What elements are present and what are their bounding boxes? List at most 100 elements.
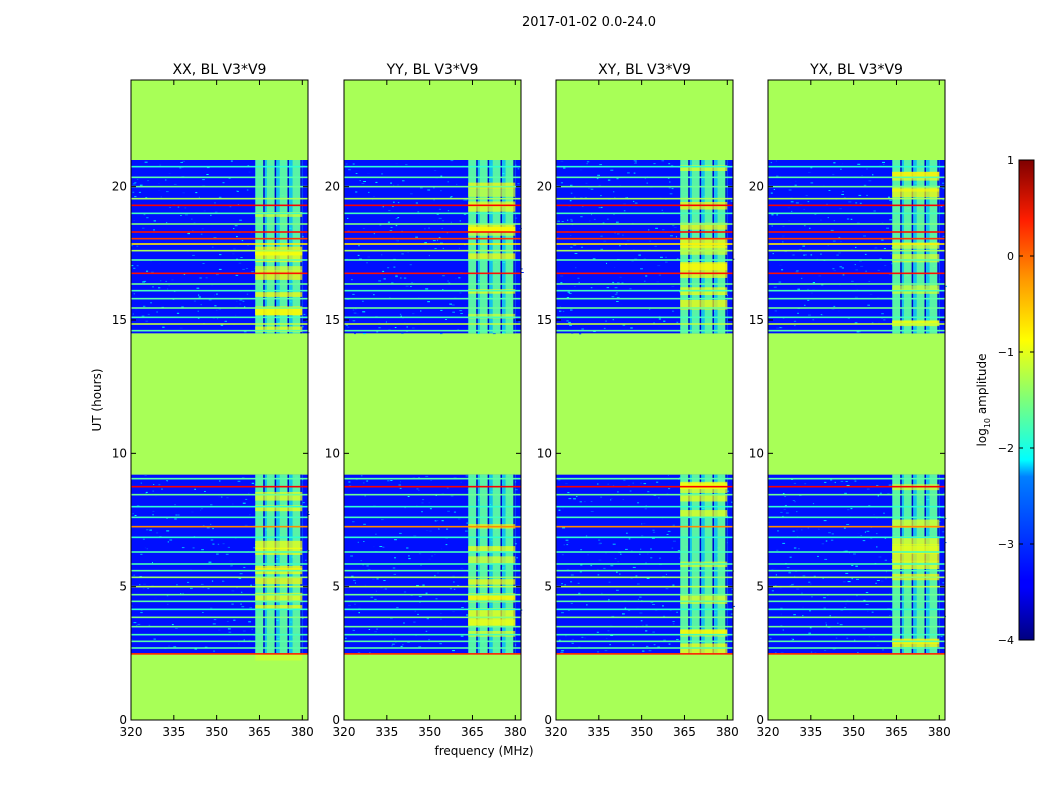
noise-speck — [415, 202, 418, 204]
band-channel — [468, 160, 477, 334]
noise-speck — [158, 183, 160, 184]
noise-speck — [639, 596, 642, 598]
time-line — [768, 176, 945, 179]
noise-speck — [665, 573, 667, 575]
time-line — [556, 259, 733, 261]
noise-speck — [185, 214, 188, 216]
noise-speck — [844, 607, 847, 608]
time-line — [131, 283, 308, 285]
noise-speck — [136, 265, 139, 267]
noise-speck — [782, 542, 786, 544]
noise-speck — [355, 479, 358, 481]
noise-speck — [433, 187, 435, 189]
noise-speck — [198, 296, 201, 298]
time-line — [768, 323, 945, 325]
noise-speck — [675, 236, 678, 238]
noise-speck — [393, 573, 397, 575]
noise-speck — [586, 604, 588, 606]
noise-speck — [453, 477, 457, 479]
noise-speck — [610, 565, 614, 567]
band-patch — [255, 211, 303, 217]
noise-speck — [827, 245, 830, 247]
noise-speck — [561, 554, 564, 556]
noise-speck — [853, 553, 856, 555]
time-line — [344, 505, 521, 508]
noise-speck — [212, 543, 215, 545]
noise-speck — [643, 523, 646, 525]
noise-speck — [875, 246, 877, 248]
noise-speck — [152, 514, 154, 516]
noise-speck — [418, 489, 420, 491]
band-patch — [468, 226, 516, 232]
noise-speck — [666, 534, 669, 535]
noise-speck — [416, 585, 419, 586]
noise-speck — [208, 299, 212, 301]
noise-speck — [142, 281, 146, 283]
noise-speck — [888, 484, 892, 486]
noise-speck — [616, 178, 619, 180]
colorbar: −4−3−2−101 log10 amplitude — [975, 154, 1035, 647]
noise-speck — [403, 277, 407, 279]
noise-speck — [461, 635, 464, 636]
noise-speck — [133, 622, 137, 624]
noise-speck — [658, 318, 661, 320]
noise-speck — [210, 504, 213, 506]
noise-speck — [161, 488, 163, 490]
noise-speck — [857, 163, 861, 165]
noise-speck — [458, 518, 461, 520]
noise-speck — [558, 479, 561, 481]
noise-speck — [640, 276, 644, 278]
noise-speck — [434, 520, 437, 522]
noise-speck — [439, 643, 442, 645]
noise-speck — [447, 210, 450, 212]
noise-speck — [876, 644, 880, 646]
noise-speck — [648, 650, 652, 652]
noise-speck — [811, 292, 813, 294]
noise-speck — [449, 588, 452, 590]
noise-speck — [249, 514, 251, 516]
noise-speck — [378, 322, 380, 324]
time-line — [131, 563, 308, 565]
noise-speck — [236, 300, 238, 302]
noise-speck — [849, 267, 852, 269]
noise-speck — [355, 173, 358, 174]
noise-speck — [202, 263, 205, 264]
noise-speck — [566, 544, 569, 546]
time-line — [768, 243, 945, 245]
noise-speck — [372, 578, 375, 580]
noise-speck — [207, 588, 210, 590]
noise-speck — [411, 282, 413, 283]
noise-speck — [579, 571, 582, 573]
noise-speck — [442, 247, 444, 249]
noise-speck — [240, 257, 243, 258]
noise-speck — [373, 196, 375, 198]
noise-speck — [821, 543, 825, 545]
noise-speck — [236, 236, 238, 238]
noise-speck — [175, 627, 178, 629]
noise-speck — [647, 491, 650, 493]
noise-speck — [780, 607, 783, 609]
noise-speck — [238, 262, 242, 264]
noise-speck — [133, 220, 135, 222]
noise-speck — [132, 183, 136, 185]
noise-speck — [216, 553, 219, 555]
band-patch — [892, 285, 940, 292]
noise-speck — [616, 301, 619, 302]
noise-speck — [397, 202, 400, 204]
noise-speck — [792, 582, 795, 584]
noise-speck — [868, 180, 872, 182]
noise-speck — [153, 484, 155, 485]
noise-speck — [363, 541, 365, 542]
noise-speck — [357, 254, 360, 256]
noise-speck — [241, 240, 244, 242]
noise-speck — [429, 530, 432, 532]
noise-speck — [345, 163, 348, 165]
noise-speck — [573, 244, 577, 246]
noise-speck — [616, 221, 619, 223]
noise-speck — [380, 587, 383, 589]
noise-speck — [191, 511, 194, 513]
time-line — [131, 289, 308, 292]
time-line — [344, 653, 521, 655]
noise-speck — [406, 326, 408, 328]
noise-speck — [672, 623, 675, 625]
